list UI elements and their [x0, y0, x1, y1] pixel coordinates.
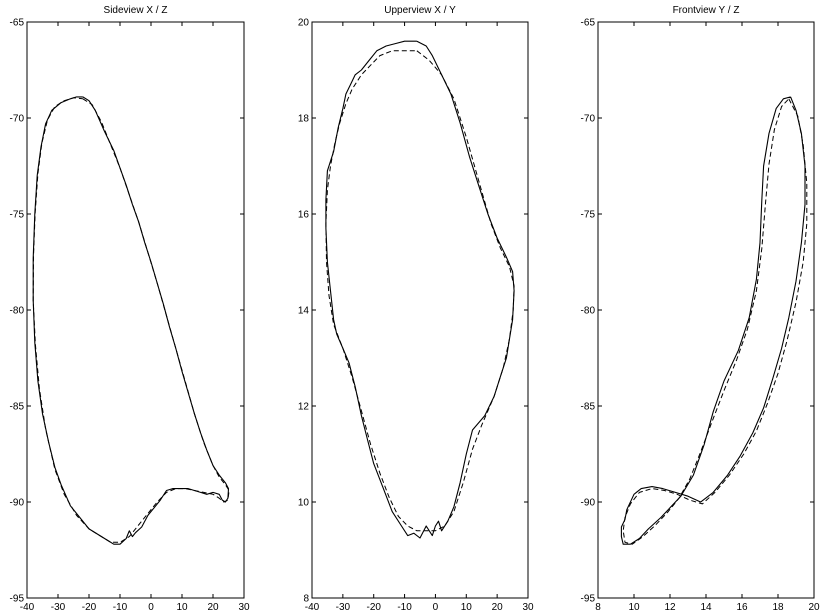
frontview-x-tick-label: 12 — [664, 602, 676, 613]
upperview-y-tick-label: 14 — [298, 306, 310, 317]
sideview-y-tick-label: -95 — [10, 594, 25, 605]
sideview-title: Sideview X / Z — [104, 5, 168, 16]
frontview-x-tick-label: 18 — [772, 602, 784, 613]
frontview-x-tick-label: 20 — [808, 602, 820, 613]
upperview-y-tick-label: 10 — [298, 498, 310, 509]
sideview-y-tick-label: -75 — [10, 210, 25, 221]
frontview-title: Frontview Y / Z — [673, 5, 740, 16]
upperview-x-tick-label: -10 — [397, 602, 412, 613]
sideview-x-tick-label: 30 — [238, 602, 250, 613]
frontview-x-tick-label: 8 — [595, 602, 601, 613]
frontview-y-tick-label: -70 — [581, 114, 596, 125]
sideview-x-tick-label: 20 — [207, 602, 219, 613]
upperview-title: Upperview X / Y — [384, 5, 456, 16]
sideview-x-tick-label: -30 — [51, 602, 66, 613]
upperview-y-tick-label: 16 — [298, 210, 310, 221]
sideview-solid-curve — [32, 96, 230, 545]
sideview-y-tick-label: -80 — [10, 306, 25, 317]
sideview-x-tick-label: -40 — [20, 602, 35, 613]
frontview-x-tick-label: 10 — [628, 602, 640, 613]
upperview-x-tick-label: 0 — [433, 602, 439, 613]
frontview-dashed-curve — [622, 98, 808, 545]
upperview-dashed-curve — [325, 50, 515, 532]
frontview-y-tick-label: -90 — [581, 498, 596, 509]
sideview-dashed-curve — [32, 97, 230, 543]
panel-frontview: Frontview Y / Z 8 10 12 14 16 18 20 -95 -90 -85 -80… — [581, 5, 820, 613]
sideview-y-tick-label: -85 — [10, 402, 25, 413]
upperview-x-tick-label: 30 — [522, 602, 534, 613]
upperview-x-tick-label: 20 — [492, 602, 504, 613]
sideview-x-tick-label: 10 — [176, 602, 188, 613]
sideview-x-tick-label: -20 — [82, 602, 97, 613]
upperview-y-tick-label: 12 — [298, 402, 310, 413]
sideview-y-tick-label: -65 — [10, 18, 25, 29]
upperview-y-tick-label: 8 — [303, 594, 309, 605]
frontview-x-tick-label: 14 — [700, 602, 712, 613]
panel-upperview: Upperview X / Y -40 -30 -20 -10 0 10 20 30 8 10 12 1… — [298, 5, 534, 613]
frontview-x-tick-label: 16 — [736, 602, 748, 613]
frontview-y-tick-label: -65 — [581, 18, 596, 29]
upperview-solid-curve — [325, 40, 515, 539]
frontview-y-tick-label: -85 — [581, 402, 596, 413]
sideview-y-tick-label: -90 — [10, 498, 25, 509]
upperview-y-tick-label: 18 — [298, 114, 310, 125]
upperview-x-tick-label: -30 — [336, 602, 351, 613]
frontview-y-tick-label: -80 — [581, 306, 596, 317]
panel-sideview: Sideview X / Z -40 -30 -20 -10 0 10 20 30 -95 -90 -… — [10, 5, 250, 613]
sideview-y-tick-label: -70 — [10, 114, 25, 125]
upperview-x-tick-label: -40 — [305, 602, 320, 613]
frontview-solid-curve — [620, 96, 806, 545]
sideview-x-tick-label: 0 — [148, 602, 154, 613]
frontview-y-tick-label: -75 — [581, 210, 596, 221]
upperview-x-tick-label: -20 — [366, 602, 381, 613]
sideview-x-tick-label: -10 — [113, 602, 128, 613]
frontview-y-tick-label: -95 — [581, 594, 596, 605]
upperview-y-tick-label: 20 — [298, 18, 310, 29]
frontview-axes-frame — [597, 21, 815, 599]
sideview-axes-frame — [26, 21, 245, 599]
upperview-x-tick-label: 10 — [461, 602, 473, 613]
